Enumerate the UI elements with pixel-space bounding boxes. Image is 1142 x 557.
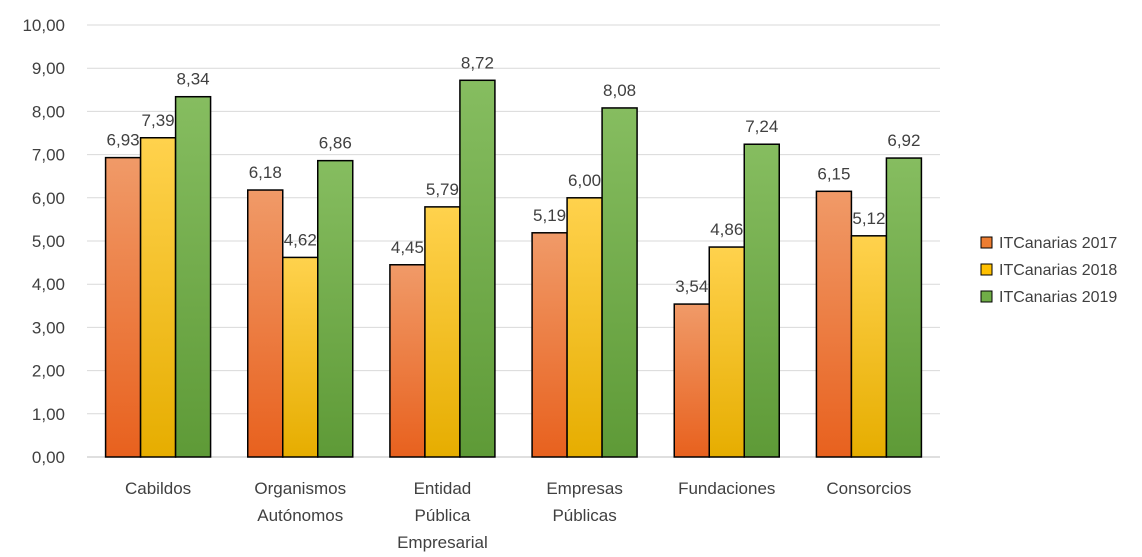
category-label: Autónomos xyxy=(257,506,343,525)
y-tick-label: 1,00 xyxy=(32,405,65,424)
category-label: Entidad xyxy=(414,479,472,498)
y-tick-label: 2,00 xyxy=(32,362,65,381)
x-axis-category-labels: Cabildos Organismos Autónomos Entidad Públic… xyxy=(125,479,911,552)
bar xyxy=(673,303,710,458)
bar xyxy=(850,235,888,458)
data-label: 5,79 xyxy=(426,180,459,199)
data-label: 6,00 xyxy=(568,171,601,190)
legend-swatch xyxy=(980,290,993,303)
legend-swatch xyxy=(980,263,993,276)
bar xyxy=(885,157,923,458)
data-label: 8,08 xyxy=(603,81,636,100)
data-label: 8,72 xyxy=(461,53,494,72)
y-axis-tick-labels: 0,00 1,00 2,00 3,00 4,00 5,00 6,00 7,00 8,00 9,00… xyxy=(22,16,65,467)
bar xyxy=(317,159,354,458)
y-tick-label: 3,00 xyxy=(32,318,65,337)
bar xyxy=(815,190,853,458)
category-label: Empresarial xyxy=(397,533,488,552)
bar xyxy=(708,246,745,458)
bar xyxy=(139,137,177,458)
legend: ITCanarias 2017 ITCanarias 2018 ITCanarias… xyxy=(980,235,1117,306)
category-label: Pública xyxy=(415,506,471,525)
legend-label: ITCanarias 2017 xyxy=(999,235,1117,252)
legend-swatch xyxy=(980,236,993,249)
bar xyxy=(459,79,496,458)
bars xyxy=(104,79,923,458)
data-label: 6,93 xyxy=(107,131,140,150)
bar xyxy=(174,95,212,458)
data-labels: 6,937,39 8,34 6,18 4,62 6,86 4,45 5,79 8,72 5,19… xyxy=(107,53,921,296)
y-tick-label: 10,00 xyxy=(22,16,65,35)
category-label: Fundaciones xyxy=(678,479,775,498)
category-label: Consorcios xyxy=(826,479,911,498)
data-label: 6,92 xyxy=(887,131,920,150)
data-label: 5,19 xyxy=(533,206,566,225)
bar xyxy=(531,232,568,458)
bar xyxy=(743,143,780,458)
bar xyxy=(104,156,142,458)
bar xyxy=(424,206,461,458)
bar xyxy=(282,256,319,458)
y-tick-label: 4,00 xyxy=(32,275,65,294)
bar xyxy=(601,107,638,458)
y-tick-label: 6,00 xyxy=(32,189,65,208)
data-label: 4,62 xyxy=(284,230,317,249)
data-label: 5,12 xyxy=(852,209,885,228)
y-tick-label: 0,00 xyxy=(32,448,65,467)
legend-label: ITCanarias 2018 xyxy=(999,262,1117,279)
bar xyxy=(389,264,426,458)
bar xyxy=(566,197,603,458)
data-label: 8,34 xyxy=(177,70,210,89)
data-label: 7,39 xyxy=(142,111,175,130)
category-label: Públicas xyxy=(552,506,616,525)
data-label: 4,86 xyxy=(710,220,743,239)
data-label: 6,86 xyxy=(319,134,352,153)
data-label: 6,18 xyxy=(249,163,282,182)
gridlines xyxy=(87,24,940,458)
category-label: Cabildos xyxy=(125,479,191,498)
legend-label: ITCanarias 2019 xyxy=(999,289,1117,306)
data-label: 7,24 xyxy=(745,117,778,136)
y-tick-label: 5,00 xyxy=(32,232,65,251)
y-tick-label: 9,00 xyxy=(32,59,65,78)
y-tick-label: 7,00 xyxy=(32,146,65,165)
data-label: 4,45 xyxy=(391,238,424,257)
data-label: 3,54 xyxy=(675,277,708,296)
category-label: Empresas xyxy=(546,479,623,498)
category-label: Organismos xyxy=(254,479,346,498)
y-tick-label: 8,00 xyxy=(32,102,65,121)
data-label: 6,15 xyxy=(817,164,850,183)
bar xyxy=(247,189,284,458)
